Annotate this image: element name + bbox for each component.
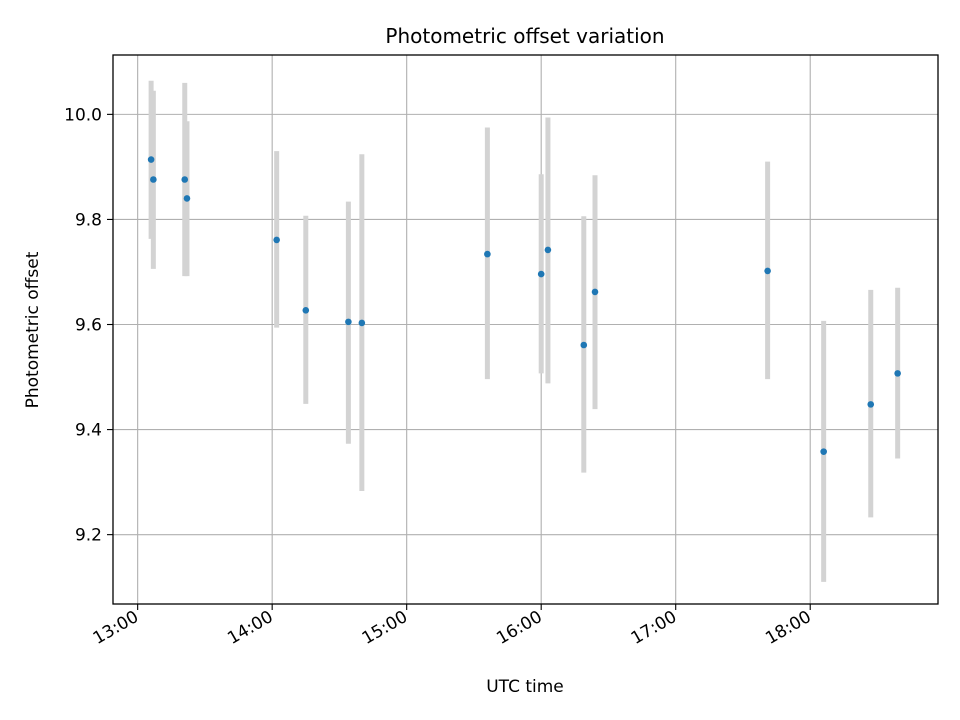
data-point [181, 176, 189, 183]
x-axis-label: UTC time [486, 677, 564, 697]
data-point [150, 176, 157, 183]
data-point [147, 156, 155, 163]
data-point [894, 370, 901, 377]
y-tick-label: 10.0 [64, 105, 102, 125]
y-axis-ticks: 9.2 9.4 9.6 9.8 10.0 [64, 105, 113, 546]
y-tick-label: 9.6 [75, 316, 102, 336]
data-point [537, 270, 545, 278]
plot-frame [112, 54, 939, 605]
data-point [591, 288, 599, 296]
data-point [764, 267, 771, 275]
data-point [183, 195, 191, 202]
y-tick-label: 9.2 [75, 526, 102, 546]
data-point [544, 246, 552, 254]
data-point [273, 236, 280, 244]
data-point [867, 401, 875, 408]
data-point [358, 319, 366, 327]
y-axis-label: Photometric offset [23, 251, 43, 408]
data-points [147, 156, 901, 455]
chart-title: Photometric offset variation [385, 24, 664, 48]
data-point [580, 341, 588, 349]
data-point [302, 307, 310, 314]
data-point [484, 250, 491, 258]
grid-lines [113, 55, 938, 604]
data-point [345, 318, 352, 326]
data-point [820, 448, 827, 455]
y-tick-label: 9.8 [75, 210, 102, 230]
y-tick-label: 9.4 [75, 421, 102, 441]
